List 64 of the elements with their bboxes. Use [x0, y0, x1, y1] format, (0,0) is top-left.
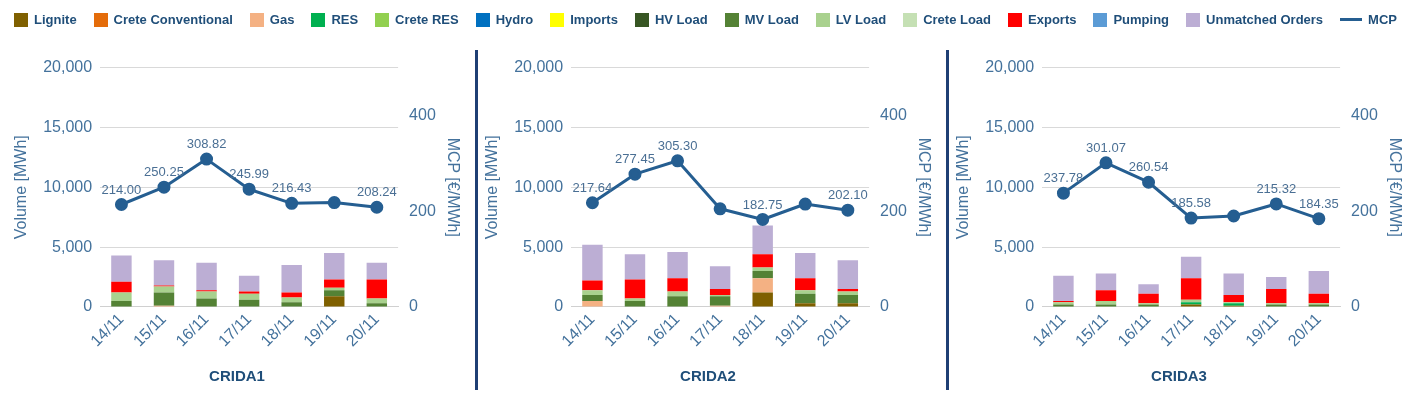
y2-tick-label: 200 — [1351, 201, 1378, 219]
legend-label: Crete Load — [923, 12, 992, 27]
data-label: 301.07 — [1086, 139, 1126, 155]
y2-tick-label: 0 — [1351, 297, 1361, 315]
legend-label: Crete RES — [395, 12, 459, 27]
data-label: 217.64 — [572, 179, 613, 195]
y-tick-label: 20,000 — [514, 58, 564, 76]
data-label: 277.45 — [615, 151, 655, 167]
y-tick-label: 15,000 — [514, 117, 564, 135]
data-label: 216.43 — [271, 180, 312, 196]
legend-label: Crete Conventional — [113, 12, 233, 27]
y2-tick-label: 0 — [409, 297, 419, 315]
y-tick-label: 10,000 — [514, 177, 564, 195]
y-tick-label: 20,000 — [985, 58, 1035, 76]
data-label: 202.10 — [827, 187, 868, 203]
y-tick-label: 0 — [554, 297, 564, 315]
legend-label: Lignite — [34, 12, 77, 27]
legend-label: RES — [331, 12, 359, 27]
y2-tick-label: 400 — [1351, 105, 1378, 123]
data-label: 260.54 — [1128, 159, 1169, 175]
y-tick-label: 0 — [1025, 297, 1035, 315]
y2-axis-title: MCP [€/MWh] — [915, 137, 933, 237]
y-tick-label: 5,000 — [523, 237, 564, 255]
data-label: 208.24 — [356, 184, 397, 200]
legend-label: Unmatched Orders — [1206, 12, 1324, 27]
data-label: 237.78 — [1043, 170, 1084, 186]
y-tick-label: 20,000 — [43, 58, 93, 76]
data-label: 182.75 — [742, 196, 783, 212]
y2-tick-label: 200 — [880, 201, 907, 219]
legend-label: MCP — [1368, 12, 1397, 27]
legend-label: LV Load — [835, 12, 887, 27]
y2-tick-label: 200 — [409, 201, 436, 219]
y2-tick-label: 400 — [409, 105, 436, 123]
data-label: 308.82 — [186, 136, 227, 152]
data-label: 184.35 — [1298, 195, 1339, 211]
y-tick-label: 15,000 — [43, 117, 93, 135]
text: CRIDA1 — [209, 367, 265, 385]
data-label: 305.30 — [657, 137, 698, 153]
y2-axis-title: MCP [€/MWh] — [1386, 137, 1404, 237]
y2-axis-title: MCP [€/MWh] — [444, 137, 462, 237]
legend-label: Gas — [269, 12, 295, 27]
legend-label: Exports — [1028, 12, 1077, 27]
y-tick-label: 15,000 — [985, 117, 1035, 135]
legend-label: HV Load — [654, 12, 708, 27]
text: CRIDA3 — [1151, 367, 1207, 385]
y-tick-label: 5,000 — [52, 237, 93, 255]
data-label: 215.32 — [1256, 180, 1297, 196]
legend-label: Imports — [570, 12, 618, 27]
legend-label: MV Load — [744, 12, 799, 27]
y-axis-title: Volume [MWh] — [12, 135, 30, 240]
data-label: 250.25 — [144, 164, 184, 180]
data-label: 245.99 — [229, 166, 269, 182]
y-tick-label: 0 — [83, 297, 93, 315]
data-label: 214.00 — [101, 181, 142, 197]
y-tick-label: 10,000 — [43, 177, 93, 195]
legend-label: Hydro — [495, 12, 534, 27]
y2-tick-label: 400 — [880, 105, 907, 123]
text: CRIDA2 — [680, 367, 736, 385]
legend-label: Pumping — [1113, 12, 1170, 27]
y-axis-title: Volume [MWh] — [483, 135, 501, 240]
y-tick-label: 10,000 — [985, 177, 1035, 195]
y-tick-label: 5,000 — [994, 237, 1035, 255]
y2-tick-label: 0 — [880, 297, 890, 315]
y-axis-title: Volume [MWh] — [954, 135, 972, 240]
